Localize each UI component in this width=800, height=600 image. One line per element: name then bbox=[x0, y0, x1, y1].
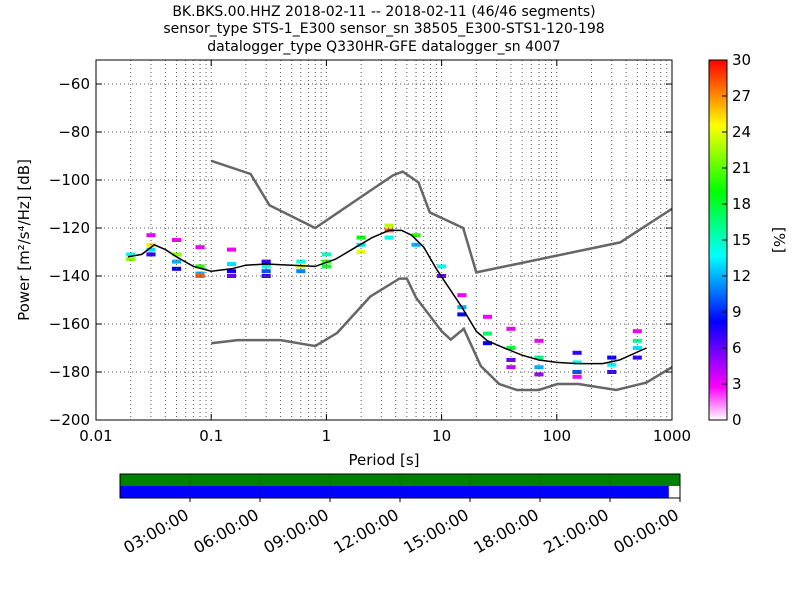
y-axis-label: Power [m²/s⁴/Hz] [dB] bbox=[15, 159, 33, 321]
pdf-cell bbox=[226, 274, 237, 278]
y-tick-label: −80 bbox=[58, 123, 90, 141]
colorbar-tick-label: 12 bbox=[732, 267, 751, 285]
pdf-cell bbox=[296, 269, 306, 274]
pdf-cell bbox=[632, 355, 642, 360]
pdf-cell bbox=[296, 259, 306, 264]
chart-title-line-3: datalogger_type Q330HR-GFE datalogger_sn… bbox=[207, 39, 560, 55]
chart-title-line-2: sensor_type STS-1_E300 sensor_sn 38505_E… bbox=[163, 21, 604, 37]
pdf-cell bbox=[171, 259, 182, 264]
pdf-cell bbox=[126, 257, 136, 262]
pdf-cell bbox=[534, 372, 544, 377]
pdf-cells bbox=[126, 223, 642, 379]
pdf-cell bbox=[126, 252, 136, 257]
timeline-tick-label: 06:00:00 bbox=[190, 505, 262, 557]
pdf-cell bbox=[534, 355, 544, 360]
pdf-cell bbox=[457, 312, 467, 317]
colorbar-tick-label: 9 bbox=[732, 303, 742, 321]
y-tick-label: −180 bbox=[49, 363, 90, 381]
y-tick-label: −160 bbox=[49, 315, 90, 333]
pdf-cell bbox=[171, 252, 182, 257]
pdf-cell bbox=[146, 252, 156, 257]
pdf-cell bbox=[226, 262, 237, 266]
pdf-cell bbox=[261, 264, 271, 269]
colorbar-tick-label: 30 bbox=[732, 51, 751, 69]
pdf-cell bbox=[572, 350, 582, 355]
pdf-cell bbox=[261, 259, 271, 264]
timeline-tick-label: 09:00:00 bbox=[260, 505, 332, 557]
pdf-cell bbox=[457, 293, 467, 298]
colorbar-tick-label: 15 bbox=[732, 231, 751, 249]
y-tick-label: −60 bbox=[58, 75, 90, 93]
x-tick-label: 1000 bbox=[653, 427, 691, 445]
colorbar-tick-label: 3 bbox=[732, 375, 742, 393]
pdf-cell bbox=[384, 223, 394, 228]
colorbar-tick-label: 6 bbox=[732, 339, 742, 357]
pdf-cell bbox=[534, 365, 544, 370]
pdf-cell bbox=[572, 370, 582, 374]
timeline-tick-label: 03:00:00 bbox=[120, 505, 192, 557]
coverage-bar bbox=[120, 486, 669, 498]
pdf-cell bbox=[482, 341, 493, 346]
pdf-cell bbox=[506, 365, 516, 370]
colorbar-tick-label: 27 bbox=[732, 87, 751, 105]
pdf-cell bbox=[384, 235, 394, 240]
pdf-cell bbox=[356, 235, 366, 240]
pdf-cell bbox=[195, 245, 205, 250]
colorbar-tick-label: 18 bbox=[732, 195, 751, 213]
timeline-tick-label: 15:00:00 bbox=[400, 505, 472, 557]
curves bbox=[127, 159, 672, 392]
pdf-cell bbox=[632, 329, 642, 334]
timeline-tick-label: 18:00:00 bbox=[470, 505, 542, 557]
x-axis-label: Period [s] bbox=[348, 451, 419, 469]
colorbar-tick-label: 21 bbox=[732, 159, 751, 177]
low-noise-model-line bbox=[211, 277, 672, 392]
timeline-tick-label: 21:00:00 bbox=[540, 505, 612, 557]
x-tick-label: 0.01 bbox=[79, 427, 112, 445]
y-axis-ticks: −60 −80 −100 −120 −140 −160 −180 −200 bbox=[49, 75, 672, 429]
high-noise-model-line bbox=[210, 159, 672, 274]
grid-lines bbox=[96, 60, 672, 420]
pdf-cell bbox=[321, 252, 331, 257]
timeline-tick-label: 00:00:00 bbox=[610, 505, 682, 557]
pdf-cell bbox=[226, 269, 237, 274]
colorbar-tick-label: 0 bbox=[732, 411, 742, 429]
pdf-cell bbox=[572, 374, 582, 379]
pdf-cell bbox=[572, 360, 582, 365]
timeline-tick-label: 12:00:00 bbox=[330, 505, 402, 557]
y-tick-label: −140 bbox=[49, 267, 90, 285]
pdf-cell bbox=[437, 264, 447, 269]
x-tick-label: 0.1 bbox=[199, 427, 223, 445]
x-axis-ticks: 0.01 0.1 1 10 100 1000 bbox=[79, 60, 691, 445]
x-tick-label: 100 bbox=[542, 427, 571, 445]
pdf-cell bbox=[146, 247, 156, 252]
x-tick-label: 1 bbox=[322, 427, 332, 445]
pdf-cell bbox=[195, 271, 205, 276]
colorbar-tick-label: 24 bbox=[732, 123, 751, 141]
pdf-cell bbox=[482, 314, 493, 319]
chart-title-line-1: BK.BKS.00.HHZ 2018-02-11 -- 2018-02-11 (… bbox=[172, 4, 595, 20]
x-tick-label: 10 bbox=[432, 427, 451, 445]
mean-line bbox=[127, 229, 647, 365]
pdf-cell bbox=[482, 331, 493, 336]
colorbar-ticks: 0 3 6 9 12 15 18 21 24 27 30 bbox=[722, 51, 751, 429]
pdf-cell bbox=[146, 233, 156, 238]
plot-frame bbox=[95, 59, 673, 421]
pdf-cell bbox=[321, 264, 331, 269]
colorbar-label: [%] bbox=[770, 227, 788, 253]
pdf-cell bbox=[321, 259, 331, 264]
pdf-cell bbox=[411, 233, 421, 238]
pdf-cell bbox=[261, 269, 271, 274]
y-tick-label: −200 bbox=[49, 411, 90, 429]
y-tick-label: −100 bbox=[49, 171, 90, 189]
pdf-cell bbox=[607, 355, 617, 360]
pdf-cell bbox=[226, 247, 237, 252]
pdf-cell bbox=[195, 264, 205, 269]
y-tick-label: −120 bbox=[49, 219, 90, 237]
